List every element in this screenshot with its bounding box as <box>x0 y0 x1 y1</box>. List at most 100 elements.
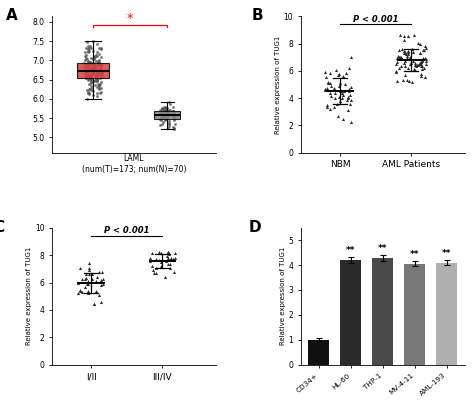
Point <box>89 60 96 66</box>
Point <box>396 54 404 60</box>
Point <box>87 80 94 87</box>
Point <box>330 104 337 111</box>
Point <box>323 85 331 92</box>
Point <box>337 98 344 104</box>
Point <box>337 80 344 87</box>
Point <box>84 89 91 96</box>
Point <box>419 63 426 70</box>
Point <box>158 106 165 112</box>
Point <box>82 70 90 77</box>
Point <box>99 276 107 283</box>
Point <box>149 266 157 273</box>
Point <box>420 47 428 54</box>
Point <box>418 56 426 63</box>
Point <box>90 92 97 98</box>
Point <box>84 48 92 55</box>
Point <box>326 70 334 76</box>
Point <box>166 107 174 113</box>
Point <box>324 104 331 110</box>
Point <box>158 249 165 256</box>
Point <box>412 62 419 69</box>
Point <box>171 117 178 124</box>
Point <box>155 257 163 263</box>
Bar <box>372 258 393 364</box>
Point <box>422 45 429 51</box>
Point <box>89 60 97 67</box>
Point <box>323 85 331 92</box>
Point <box>338 90 346 96</box>
Point <box>347 119 355 126</box>
X-axis label: LAML
(num(T)=173; num(N)=70): LAML (num(T)=173; num(N)=70) <box>82 154 186 174</box>
Point <box>398 46 406 52</box>
Point <box>165 121 173 127</box>
Point <box>165 123 173 129</box>
Point <box>326 80 334 87</box>
Point <box>422 61 430 67</box>
Point <box>86 59 93 66</box>
Point <box>83 68 91 75</box>
Point <box>402 51 410 57</box>
Point <box>158 113 166 119</box>
Point <box>95 82 103 89</box>
Point <box>326 90 333 96</box>
Point <box>85 81 93 87</box>
Point <box>160 108 167 115</box>
Point <box>401 50 408 57</box>
Bar <box>404 264 425 364</box>
Point <box>90 53 98 60</box>
Point <box>166 261 174 268</box>
Point <box>87 62 94 68</box>
Y-axis label: Relative expression of TUG1: Relative expression of TUG1 <box>275 35 281 134</box>
Point <box>171 121 178 127</box>
Point <box>97 281 104 288</box>
Point <box>421 74 429 81</box>
Point <box>418 58 426 64</box>
Point <box>81 60 89 67</box>
Point <box>395 47 403 53</box>
Point <box>95 85 103 92</box>
Point <box>411 62 419 68</box>
Point <box>95 292 102 298</box>
Point <box>153 264 160 271</box>
Point <box>401 49 408 55</box>
Point <box>87 43 94 49</box>
Point <box>95 57 103 64</box>
Point <box>146 258 154 264</box>
Bar <box>436 263 457 364</box>
Point <box>422 58 429 65</box>
Point <box>81 60 88 66</box>
Point <box>400 48 407 54</box>
Point <box>165 251 173 257</box>
Point <box>98 74 106 80</box>
Point <box>334 113 342 119</box>
Point <box>90 63 98 69</box>
Point <box>88 85 96 92</box>
Point <box>169 108 177 115</box>
Point <box>90 56 98 62</box>
Point <box>162 105 169 111</box>
Point <box>321 86 329 92</box>
Point <box>347 97 355 103</box>
Point <box>88 66 95 72</box>
Point <box>406 54 414 61</box>
Point <box>418 71 425 77</box>
Text: P < 0.001: P < 0.001 <box>104 226 150 235</box>
Point <box>84 68 91 74</box>
Point <box>398 56 405 62</box>
Point <box>171 114 178 121</box>
Point <box>84 62 92 68</box>
Point <box>90 88 97 94</box>
Point <box>336 87 343 94</box>
Point <box>91 52 99 58</box>
Point <box>90 64 98 70</box>
Text: *: * <box>127 12 133 25</box>
Point <box>164 108 171 115</box>
Point <box>163 104 170 111</box>
Point <box>344 94 351 101</box>
Point <box>97 72 104 79</box>
Point <box>86 72 94 79</box>
Point <box>87 86 95 93</box>
Point <box>327 83 334 90</box>
Point <box>89 48 97 54</box>
Point <box>408 46 415 53</box>
